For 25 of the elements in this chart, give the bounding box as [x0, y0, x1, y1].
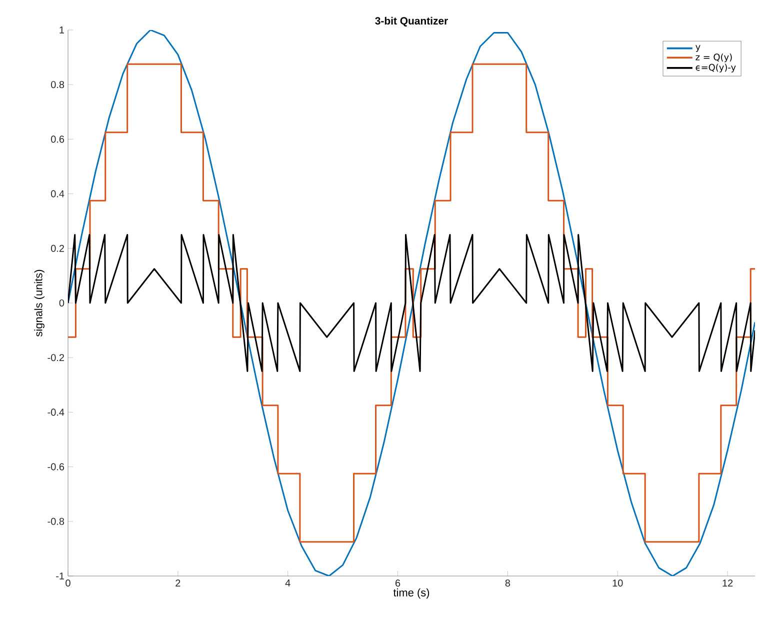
- line-series: [68, 234, 756, 372]
- y-tick-label: 0.2: [51, 244, 64, 252]
- y-tick-label: 0.4: [51, 190, 64, 198]
- y-tick-label: 0.6: [51, 136, 64, 143]
- y-tick-label: -0.6: [48, 463, 64, 470]
- x-tick-label: 4: [285, 580, 290, 586]
- legend-label: z = Q(y): [696, 53, 732, 62]
- x-tick-label: 12: [722, 580, 733, 586]
- y-tick-label: 0.8: [51, 81, 64, 88]
- y-tick-label: 1: [60, 26, 64, 34]
- x-tick-label: 2: [176, 580, 180, 586]
- y-axis-title: signals (units): [34, 270, 44, 336]
- y-tick-label: -0.2: [48, 354, 64, 362]
- x-tick-label: 0: [66, 580, 70, 587]
- chart-title: 3-bit Quantizer: [375, 16, 448, 26]
- x-axis-title: time (s): [393, 588, 430, 599]
- y-tick-label: -1: [56, 572, 64, 580]
- legend-label: ϵ=Q(y)-y: [696, 64, 736, 72]
- y-tick-label: -0.4: [48, 408, 64, 416]
- x-tick-label: 6: [395, 580, 400, 587]
- y-tick-label: 0: [59, 299, 64, 307]
- x-tick-label: 10: [612, 580, 623, 587]
- legend-label: y: [696, 45, 700, 52]
- y-tick-label: -0.8: [48, 518, 64, 525]
- x-tick-label: 8: [505, 580, 510, 587]
